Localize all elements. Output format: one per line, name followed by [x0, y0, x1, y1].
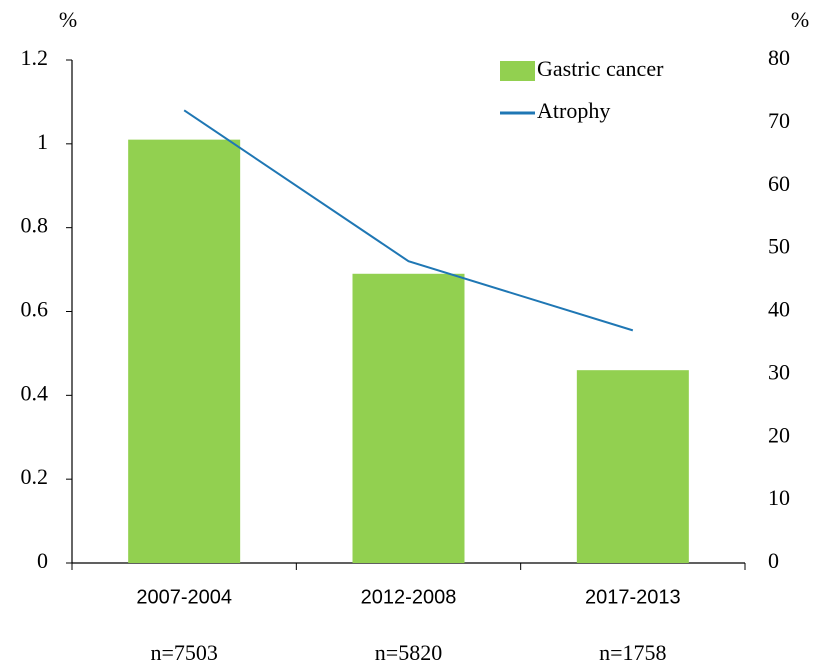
y2-tick-label: 0 — [768, 548, 779, 573]
y2-tick-label: 30 — [768, 359, 790, 384]
y-tick-label: 0.2 — [21, 464, 49, 489]
bar — [128, 139, 241, 563]
bar — [352, 273, 465, 563]
legend-swatch — [500, 61, 535, 81]
annotation: n=5820 — [375, 640, 442, 665]
y2-tick-label: 60 — [768, 171, 790, 196]
y2-tick-label: 10 — [768, 485, 790, 510]
legend-label: Atrophy — [537, 98, 610, 123]
y-tick-label: 0 — [37, 548, 48, 573]
y-tick-label: 1.2 — [21, 45, 49, 70]
y2-tick-label: 20 — [768, 422, 790, 447]
y-tick-label: 0.6 — [21, 297, 49, 322]
bar — [576, 370, 689, 563]
line — [183, 109, 634, 332]
y2-axis-label: % — [791, 7, 809, 32]
x-tick-label: 2012-2008 — [361, 586, 457, 608]
x-tick-label: 2017-2013 — [585, 586, 681, 608]
y-axis-label: % — [59, 7, 77, 32]
legend-label: Gastric cancer — [537, 56, 664, 81]
x-tick-label: 2007-2004 — [136, 586, 232, 608]
y2-tick-label: 40 — [768, 297, 790, 322]
annotation: n=1758 — [599, 640, 666, 665]
annotation: n=7503 — [150, 640, 217, 665]
y2-tick-label: 70 — [768, 108, 790, 133]
y-tick-label: 0.4 — [21, 380, 49, 405]
y2-tick-label: 80 — [768, 45, 790, 70]
y2-tick-label: 50 — [768, 234, 790, 259]
y-tick-label: 0.8 — [21, 213, 49, 238]
y-tick-label: 1 — [37, 129, 48, 154]
